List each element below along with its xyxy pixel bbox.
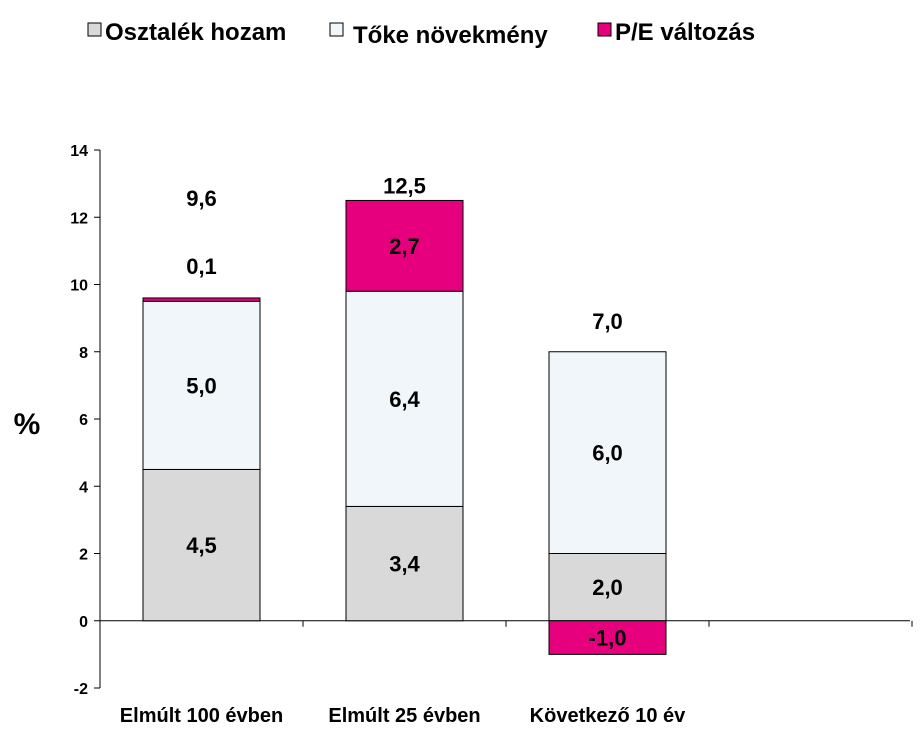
segment-value-label: 0,1 xyxy=(186,254,217,279)
segment-value-label: 4,5 xyxy=(186,533,217,558)
legend-label: P/E változás xyxy=(615,19,755,46)
y-tick-label: 4 xyxy=(79,479,88,496)
total-value-label: 9,6 xyxy=(186,186,217,211)
segment-value-label: 2,7 xyxy=(389,234,420,259)
y-tick-label: -2 xyxy=(74,681,88,698)
y-tick-label: 2 xyxy=(79,547,88,564)
y-axis: -2 0 2 4 6 8 10 12 14 xyxy=(70,143,101,698)
y-tick-label: 6 xyxy=(79,412,88,429)
x-category-label: Elmúlt 100 évben xyxy=(120,705,283,727)
segment-value-label: 6,4 xyxy=(389,387,420,412)
y-tick-label: 10 xyxy=(70,278,88,295)
segment-value-label: -1,0 xyxy=(589,626,627,651)
bar-segment xyxy=(548,351,667,554)
legend-label: Osztalék hozam xyxy=(105,19,286,46)
bar-segment xyxy=(345,199,464,292)
data-labels: 4,5 5,0 0,1 9,6 3,4 6,4 2,7 12,5 2,0 6,0 -1,0 7,0 xyxy=(186,173,626,650)
bar-segment xyxy=(548,553,667,622)
y-tick-label: 14 xyxy=(70,143,88,160)
bar-segment xyxy=(142,297,261,302)
bar-segment xyxy=(142,468,261,622)
bars xyxy=(142,199,667,655)
segment-value-label: 2,0 xyxy=(592,575,623,600)
legend: Osztalék hozam Tőke növekmény P/E változás xyxy=(87,19,755,49)
x-axis: Elmúlt 100 évben Elmúlt 25 évben Következő… xyxy=(99,620,913,727)
y-axis-title: % xyxy=(14,408,41,441)
bar-segment xyxy=(345,505,464,622)
segment-value-label: 3,4 xyxy=(389,552,420,577)
bar-segment xyxy=(548,620,667,655)
total-value-label: 12,5 xyxy=(383,173,426,198)
bar-segment xyxy=(142,300,261,470)
y-tick-label: 0 xyxy=(79,614,88,631)
bar-segment xyxy=(345,290,464,507)
segment-value-label: 6,0 xyxy=(592,441,623,466)
legend-label: Tőke növekmény xyxy=(353,22,548,49)
y-tick-label: 12 xyxy=(70,210,88,227)
legend-swatch xyxy=(329,22,344,37)
total-value-label: 7,0 xyxy=(592,309,623,334)
legend-swatch xyxy=(597,22,612,37)
segment-value-label: 5,0 xyxy=(186,373,217,398)
y-tick-label: 8 xyxy=(79,345,88,362)
x-category-label: Elmúlt 25 évben xyxy=(328,705,480,727)
x-category-label: Következő 10 év xyxy=(530,705,687,727)
legend-swatch xyxy=(87,22,102,37)
